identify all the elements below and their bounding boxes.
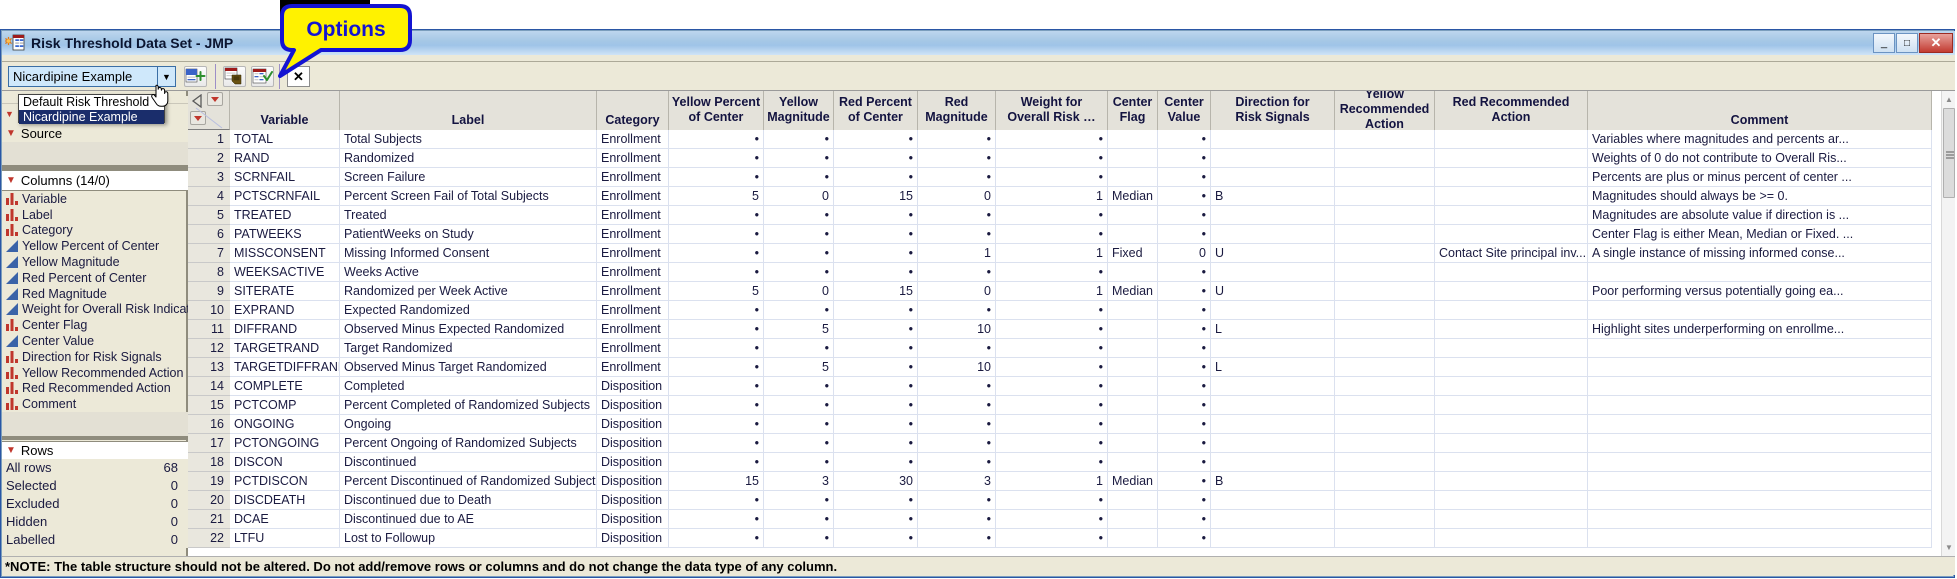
svg-text:Options: Options [306,18,385,41]
